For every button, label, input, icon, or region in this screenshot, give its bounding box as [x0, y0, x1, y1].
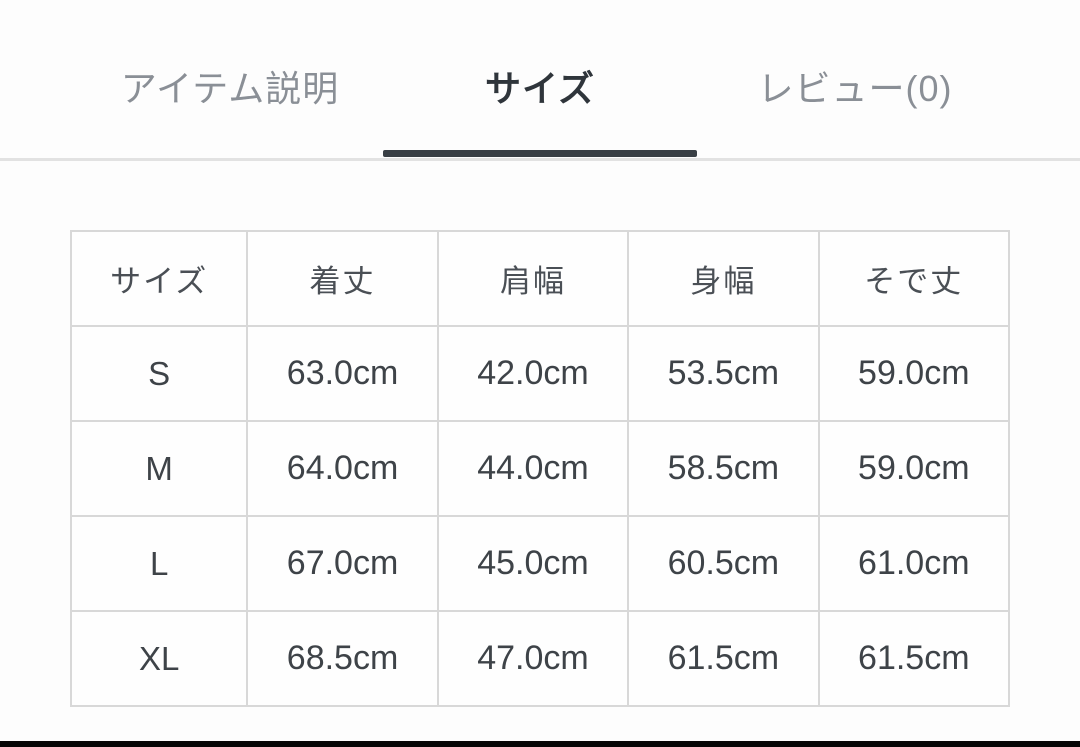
shoulder-width-value: 47.0cm	[436, 610, 630, 707]
sleeve-length-value: 59.0cm	[817, 420, 1011, 517]
tab-bar-divider	[0, 158, 1080, 161]
body-width-value: 60.5cm	[627, 515, 820, 612]
tab-reviews[interactable]: レビュー(0)	[758, 60, 953, 112]
tab-item-description[interactable]: アイテム説明	[121, 60, 339, 112]
size-label: M	[69, 420, 249, 517]
sleeve-length-value: 61.0cm	[817, 515, 1011, 612]
sleeve-length-value: 61.5cm	[817, 610, 1011, 707]
col-header-sleeve-length: そで丈	[817, 230, 1011, 327]
table-row-m: M 64.0cm 44.0cm 58.5cm 59.0cm	[69, 420, 1011, 517]
sleeve-length-value: 59.0cm	[817, 325, 1011, 422]
size-chart-header-row: サイズ 着丈 肩幅 身幅 そで丈	[69, 230, 1011, 327]
tab-size[interactable]: サイズ	[485, 60, 595, 112]
table-row-s: S 63.0cm 42.0cm 53.5cm 59.0cm	[69, 325, 1011, 422]
col-header-body-length: 着丈	[246, 230, 439, 327]
body-width-value: 58.5cm	[627, 420, 820, 517]
size-label: L	[69, 515, 249, 612]
body-length-value: 64.0cm	[246, 420, 439, 517]
shoulder-width-value: 45.0cm	[436, 515, 630, 612]
size-label: S	[69, 325, 249, 422]
body-length-value: 68.5cm	[246, 610, 439, 707]
col-header-size: サイズ	[69, 230, 249, 327]
table-row-xl: XL 68.5cm 47.0cm 61.5cm 61.5cm	[69, 610, 1011, 707]
table-row-l: L 67.0cm 45.0cm 60.5cm 61.0cm	[69, 515, 1011, 612]
body-width-value: 53.5cm	[627, 325, 820, 422]
bottom-letterbox-bar	[0, 741, 1080, 747]
size-chart-table: サイズ 着丈 肩幅 身幅 そで丈 S 63.0cm 42.0cm 53.5cm …	[69, 230, 1011, 707]
body-length-value: 67.0cm	[246, 515, 439, 612]
active-tab-underline	[383, 150, 697, 157]
body-length-value: 63.0cm	[246, 325, 439, 422]
shoulder-width-value: 42.0cm	[436, 325, 630, 422]
col-header-shoulder-width: 肩幅	[436, 230, 630, 327]
size-chart: サイズ 着丈 肩幅 身幅 そで丈 S 63.0cm 42.0cm 53.5cm …	[69, 230, 1011, 707]
size-label: XL	[69, 610, 249, 707]
col-header-body-width: 身幅	[627, 230, 820, 327]
shoulder-width-value: 44.0cm	[436, 420, 630, 517]
body-width-value: 61.5cm	[627, 610, 820, 707]
